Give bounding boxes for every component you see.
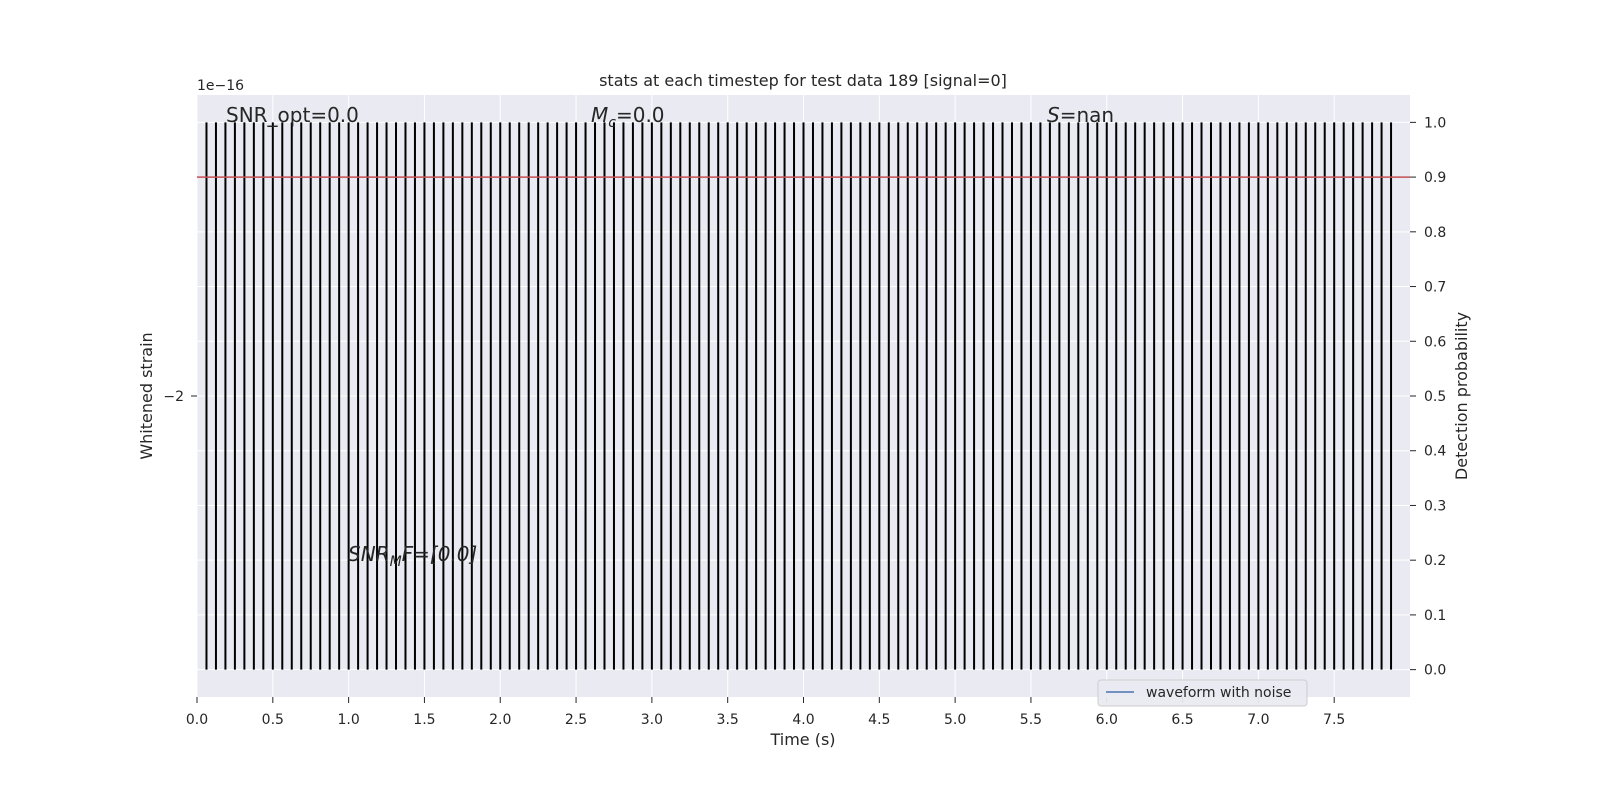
x-tick-label: 6.0: [1096, 712, 1118, 728]
detection-bars: [205, 122, 1393, 670]
right-y-tick-label: 0.0: [1424, 663, 1446, 679]
x-axis: 0.0 0.5 1.0 1.5 2.0 2.5 3.0 3.5 4.0 4.5 5.0 5.5 6.0 6…: [186, 697, 1345, 728]
x-tick-label: 5.5: [1020, 712, 1042, 728]
x-tick-label: 7.0: [1247, 712, 1269, 728]
annotation-snr-opt: SNR_opt=0.0: [226, 103, 359, 127]
x-tick-label: 2.5: [565, 712, 587, 728]
right-y-axis: 0.0 0.1 0.2 0.3 0.4 0.5 0.6 0.7 0.8 0.9 1.0: [1410, 115, 1446, 679]
x-tick-label: 3.0: [641, 712, 663, 728]
x-axis-label: Time (s): [769, 730, 835, 749]
x-tick-label: 4.0: [792, 712, 814, 728]
legend-label-waveform: waveform with noise: [1146, 685, 1291, 701]
x-tick-label: 3.5: [717, 712, 739, 728]
x-tick-label: 0.5: [262, 712, 284, 728]
x-tick-label: 5.0: [944, 712, 966, 728]
x-tick-label: 7.5: [1323, 712, 1345, 728]
chart-title: stats at each timestep for test data 189…: [599, 71, 1007, 90]
left-y-axis: −2 1e−16: [163, 78, 244, 405]
annotation-mc: Mc=0.0: [591, 103, 665, 131]
right-y-tick-label: 1.0: [1424, 115, 1446, 131]
x-tick-label: 2.0: [489, 712, 511, 728]
right-y-tick-label: 0.7: [1424, 280, 1446, 296]
x-tick-label: 4.5: [868, 712, 890, 728]
x-tick-label: 1.5: [413, 712, 435, 728]
right-y-tick-label: 0.1: [1424, 608, 1446, 624]
left-y-tick-label: −2: [163, 389, 184, 405]
left-y-offset: 1e−16: [197, 78, 244, 94]
right-y-tick-label: 0.3: [1424, 498, 1446, 514]
right-y-tick-label: 0.8: [1424, 225, 1446, 241]
legend-box: [1097, 679, 1308, 707]
x-tick-label: 0.0: [186, 712, 208, 728]
left-y-axis-label: Whitened strain: [137, 332, 156, 459]
right-y-tick-label: 0.6: [1424, 334, 1446, 350]
right-y-tick-label: 0.9: [1424, 170, 1446, 186]
x-tick-label: 6.5: [1171, 712, 1193, 728]
right-y-axis-label: Detection probability: [1452, 312, 1471, 480]
annotation-snr-mf: SNRMF=[0.0]: [348, 542, 477, 570]
legend: waveform with noise: [1097, 679, 1308, 707]
annotation-s: S=nan: [1047, 103, 1114, 127]
right-y-tick-label: 0.4: [1424, 444, 1446, 460]
right-y-tick-label: 0.2: [1424, 553, 1446, 569]
right-y-tick-label: 0.5: [1424, 389, 1446, 405]
x-tick-label: 1.0: [337, 712, 359, 728]
